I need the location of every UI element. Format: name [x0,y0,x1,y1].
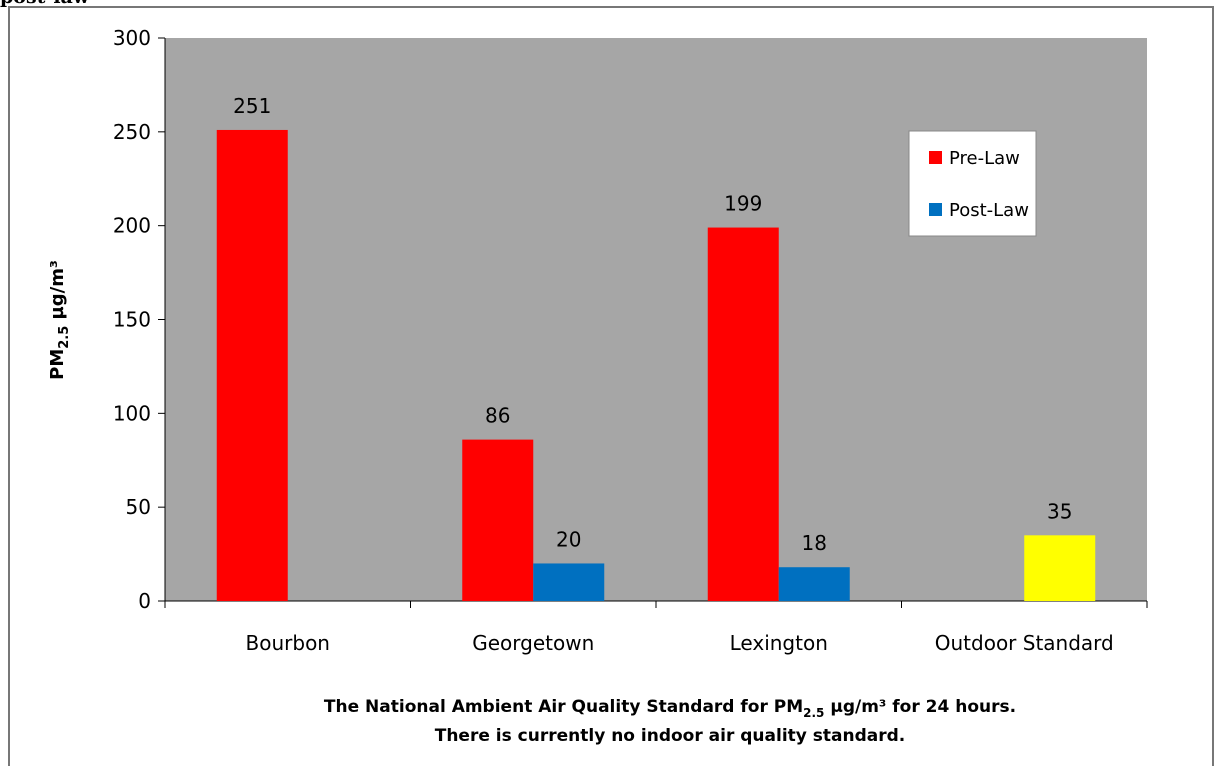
data-label: 20 [556,527,581,551]
caption-line-1-subscript: 2.5 [803,706,824,720]
caption-line-1-text: The National Ambient Air Quality Standar… [324,697,803,717]
bar-pre-law [462,439,534,601]
x-tick-labels: Bourbon Georgetown Lexington Outdoor Standa… [246,631,1114,655]
chart-frame [8,6,1214,766]
cut-off-heading-text: post-law [0,0,89,8]
legend-box [908,130,1037,237]
y-axis-label-main: PM [47,349,68,380]
data-label: 199 [724,192,762,216]
x-tick-label: Lexington [730,631,828,655]
plot-area [165,38,1147,601]
y-tick-label: 150 [113,308,151,332]
y-tick-label: 300 [113,26,151,50]
x-tick-label: Bourbon [246,631,330,655]
data-labels: 251 86 20 199 18 35 [233,94,1072,555]
data-label: 86 [485,404,510,428]
y-tick-label: 100 [113,401,151,425]
y-axis-label: PM2.5 µg/m³ [47,260,72,380]
legend-label-pre-law: Pre-Law [949,148,1020,169]
legend: Pre-Law Post-Law [908,130,1037,237]
bar-standard [1024,535,1096,601]
bar-post-law [778,567,850,601]
bar-pre-law [216,129,288,601]
data-label: 251 [233,94,271,118]
caption-line-1: The National Ambient Air Quality Standar… [324,697,1016,720]
caption-line-2: There is currently no indoor air quality… [435,726,906,746]
legend-swatch-pre-law [929,151,942,164]
data-label: 18 [802,531,827,555]
bars [216,129,1096,601]
y-tick-label: 200 [113,214,151,238]
x-tick-label: Outdoor Standard [935,631,1114,655]
legend-swatch-post-law [929,203,942,216]
y-tick-label: 250 [113,120,151,144]
y-tick-label: 0 [138,589,151,613]
bar-post-law [533,563,605,601]
y-axis: 0 50 100 150 200 250 300 [113,26,166,613]
bar-pre-law [707,227,779,601]
y-axis-label-unit: µg/m³ [47,260,68,326]
y-axis-label-subscript: 2.5 [57,326,72,349]
caption-line-1-unit: µg/m³ for 24 hours. [824,697,1016,717]
y-tick-label: 50 [126,495,151,519]
x-tick-label: Georgetown [472,631,594,655]
legend-label-post-law: Post-Law [949,200,1029,221]
data-label: 35 [1047,499,1072,523]
x-axis [164,600,1148,608]
